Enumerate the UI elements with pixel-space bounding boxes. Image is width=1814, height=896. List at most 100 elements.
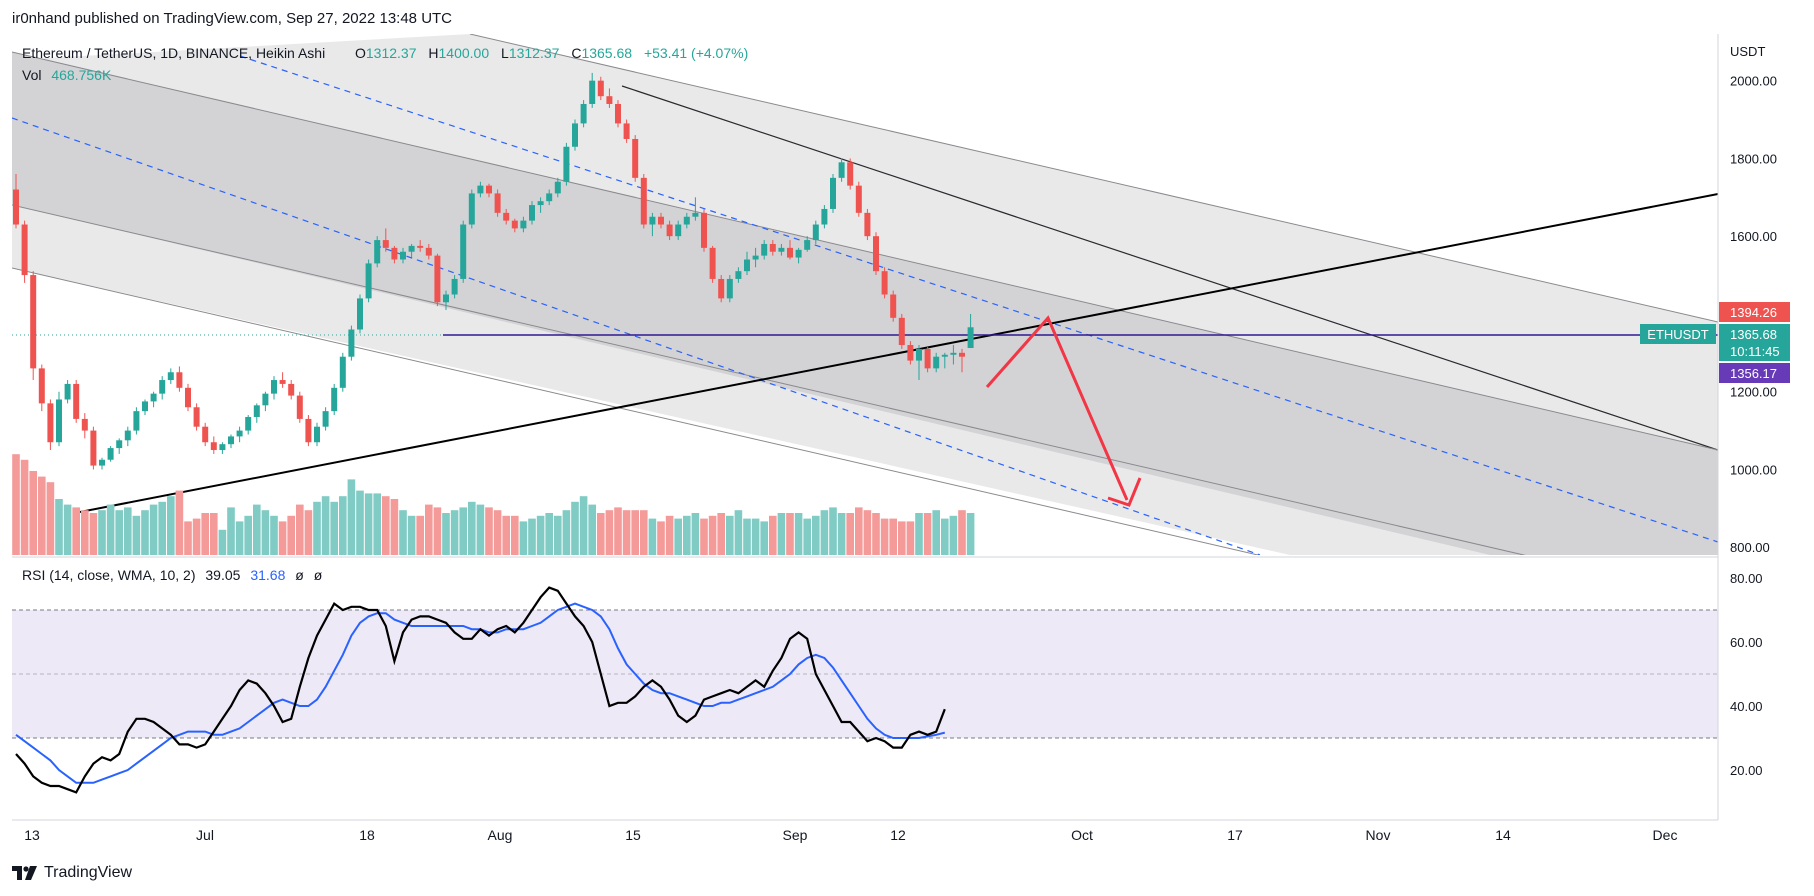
- volume-bar: [665, 515, 674, 555]
- volume-bar: [141, 510, 149, 555]
- volume-bar: [124, 507, 132, 555]
- volume-bar: [769, 515, 777, 555]
- price-tick-label: 1600.00: [1730, 229, 1777, 244]
- channel-lower-line: [12, 204, 1526, 555]
- candle-body: [348, 329, 355, 357]
- candle-body: [529, 205, 535, 221]
- main-legend: Ethereum / TetherUS, 1D, BINANCE, Heikin…: [22, 45, 748, 83]
- symbol-title[interactable]: Ethereum / TetherUS, 1D, BINANCE, Heikin…: [22, 45, 325, 61]
- price-pane[interactable]: [12, 34, 1718, 661]
- candle: [331, 383, 338, 416]
- candle: [391, 245, 398, 264]
- candle: [683, 212, 690, 229]
- inner-channel: [12, 52, 1718, 555]
- candle: [933, 352, 940, 373]
- candle: [468, 189, 475, 229]
- last-price-tag: 1365.68: [1730, 327, 1777, 342]
- candle-body: [959, 352, 965, 357]
- candle-body: [159, 380, 166, 394]
- time-label: 15: [625, 827, 641, 843]
- candle: [314, 422, 320, 447]
- rsi-label: RSI (14, close, WMA, 10, 2): [22, 567, 196, 583]
- tradingview-footer[interactable]: TradingView: [12, 864, 132, 882]
- volume-bar: [898, 521, 906, 555]
- channel-resistance-line: [621, 85, 1718, 451]
- candle: [864, 208, 871, 241]
- volume-bar: [382, 496, 390, 555]
- publish-info: ir0nhand published on TradingView.com, S…: [12, 10, 453, 27]
- candle: [159, 376, 166, 400]
- candle: [881, 267, 888, 299]
- candle-body: [434, 255, 441, 303]
- volume-bar: [786, 513, 794, 555]
- candle-body: [133, 411, 140, 431]
- volume-bar: [468, 501, 476, 555]
- candle: [838, 158, 845, 182]
- candle: [400, 247, 406, 264]
- candle-body: [907, 345, 914, 361]
- candle: [529, 201, 535, 225]
- volume-bar: [425, 504, 433, 555]
- candle-body: [967, 327, 974, 349]
- time-label: Jul: [196, 827, 214, 843]
- candle: [761, 240, 768, 260]
- volume-bar: [364, 493, 373, 555]
- candle: [924, 346, 931, 373]
- volume-bar: [622, 510, 631, 555]
- candle-body: [572, 123, 578, 147]
- time-label: Sep: [783, 827, 808, 843]
- candle-body: [709, 247, 716, 279]
- time-label: 17: [1227, 827, 1243, 843]
- candle: [554, 177, 561, 198]
- time-axis[interactable]: 13 Jul 18 Aug 15 Sep 12 Oct 17 Nov 14 De…: [12, 819, 1718, 843]
- volume-bar: [450, 510, 459, 555]
- candle-body: [185, 387, 191, 408]
- candle: [572, 119, 578, 151]
- rsi-pane[interactable]: RSI (14, close, WMA, 10, 2) 39.05 31.68 …: [12, 567, 1718, 794]
- volume-bar: [648, 518, 657, 555]
- candle: [167, 368, 174, 384]
- candle-body: [873, 236, 879, 272]
- rsi-tick-label: 80.00: [1730, 571, 1763, 586]
- candle-body: [391, 247, 398, 260]
- volume-bar: [38, 476, 46, 555]
- volume-bar: [545, 513, 553, 555]
- volume-bar: [89, 513, 98, 555]
- candle: [116, 438, 123, 454]
- time-label: Dec: [1653, 827, 1678, 843]
- candle: [787, 240, 793, 260]
- candle: [959, 348, 965, 373]
- candle: [537, 197, 544, 213]
- candle: [640, 173, 647, 229]
- candle-body: [288, 383, 295, 396]
- candle-body: [494, 193, 501, 213]
- candle: [365, 259, 372, 303]
- volume-bar: [683, 515, 691, 555]
- outer-channel-top-line: [469, 34, 1718, 323]
- price-axis[interactable]: USDT 2000.00 1800.00 1600.00 1200.00 1000.00…: [1717, 34, 1777, 820]
- volume-bar: [502, 515, 510, 555]
- candle-body: [726, 278, 733, 299]
- candle-body: [649, 216, 656, 225]
- candle: [176, 366, 183, 392]
- volume-bar: [820, 510, 829, 555]
- candle: [898, 313, 905, 349]
- candle-body: [658, 216, 664, 225]
- volume-bar: [115, 510, 123, 555]
- price-axis-unit: USDT: [1730, 44, 1765, 59]
- candle: [769, 240, 776, 256]
- candle-body: [735, 271, 742, 279]
- ticker-tag-bg: [1640, 324, 1716, 344]
- candle: [13, 173, 19, 229]
- volume-bar: [218, 529, 227, 555]
- volume-bar: [433, 507, 442, 555]
- candle-body: [795, 249, 802, 258]
- candle-body: [382, 240, 389, 248]
- candle: [821, 205, 828, 229]
- volume-bar: [81, 510, 89, 555]
- volume-bar: [958, 510, 966, 555]
- candle: [185, 383, 191, 412]
- volume-bar: [399, 510, 407, 555]
- volume-bar: [923, 513, 932, 555]
